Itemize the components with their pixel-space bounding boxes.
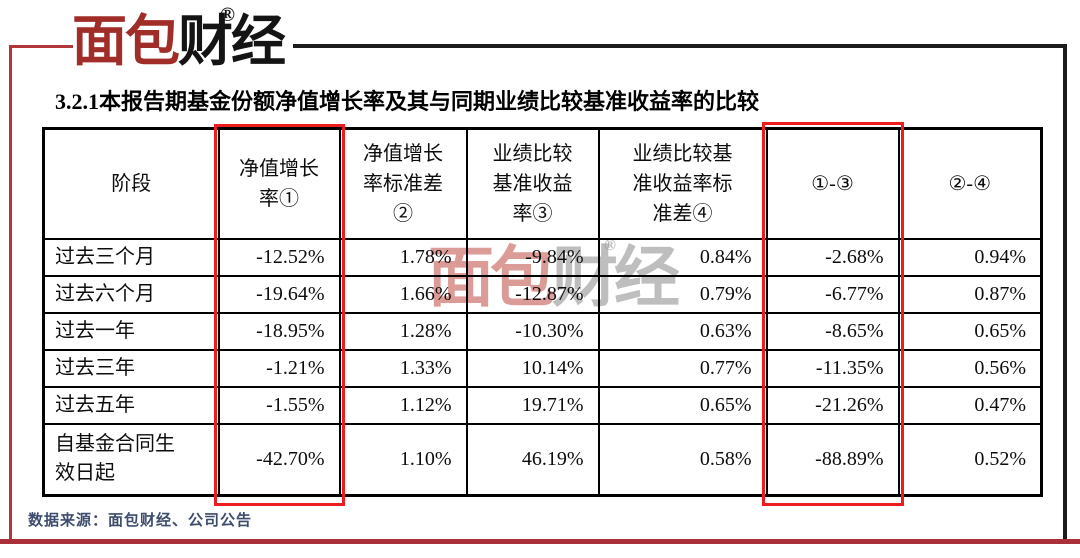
cell-value: -88.89% (765, 422, 900, 497)
frame-black-right-line (1063, 44, 1067, 541)
cell-value: 0.63% (597, 311, 768, 351)
table-row: 自基金合同生效日起 -42.70% 1.10% 46.19% 0.58% -88… (42, 422, 1043, 497)
performance-table: 阶段 净值增长率① 净值增长率标准差② 业绩比较基准收益率③ 业绩比较基准收益率… (42, 127, 1043, 497)
col-header-diff-1-3: ①-③ (765, 127, 900, 240)
table-row: 过去五年 -1.55% 1.12% 19.71% 0.65% -21.26% 0… (42, 385, 1043, 425)
source-note: 数据来源：面包财经、公司公告 (28, 513, 253, 529)
cell-value: 0.77% (597, 348, 768, 388)
logo-text-black: 财经 (178, 11, 286, 72)
cell-value: 10.14% (465, 348, 600, 388)
row-label: 过去三年 (42, 348, 220, 388)
col-header-nav-growth: 净值增长率① (217, 127, 341, 240)
frame-black-top-line (293, 44, 1066, 48)
cell-value: -1.55% (217, 385, 341, 425)
section-title: 3.2.1本报告期基金份额净值增长率及其与同期业绩比较基准收益率的比较 (55, 89, 760, 114)
frame-red-bottom-line (0, 539, 1080, 544)
registered-trademark-icon: ® (220, 4, 235, 26)
cell-value: 1.12% (338, 385, 468, 425)
table-row: 过去一年 -18.95% 1.28% -10.30% 0.63% -8.65% … (42, 311, 1043, 351)
col-header-stage: 阶段 (42, 127, 220, 240)
row-label: 过去一年 (42, 311, 220, 351)
cell-value: 0.52% (897, 422, 1043, 497)
cell-value: -18.95% (217, 311, 341, 351)
table-row: 过去三个月 -12.52% 1.78% -9.84% 0.84% -2.68% … (42, 237, 1043, 277)
frame-red-corner-line (9, 45, 73, 48)
row-label: 过去六个月 (42, 274, 220, 314)
cell-value: -12.87% (465, 274, 600, 314)
cell-value: 1.28% (338, 311, 468, 351)
col-header-diff-2-4: ②-④ (897, 127, 1043, 240)
frame-red-left-line (9, 45, 12, 542)
cell-value: -9.84% (465, 237, 600, 277)
cell-value: 1.10% (338, 422, 468, 497)
cell-value: -11.35% (765, 348, 900, 388)
col-header-benchmark-return: 业绩比较基准收益率③ (465, 127, 600, 240)
cell-value: -42.70% (217, 422, 341, 497)
cell-value: 1.33% (338, 348, 468, 388)
cell-value: 0.58% (597, 422, 768, 497)
cell-value: 1.78% (338, 237, 468, 277)
table-row: 过去三年 -1.21% 1.33% 10.14% 0.77% -11.35% 0… (42, 348, 1043, 388)
cell-value: 1.66% (338, 274, 468, 314)
cell-value: 0.79% (597, 274, 768, 314)
cell-value: -12.52% (217, 237, 341, 277)
cell-value: 19.71% (465, 385, 600, 425)
logo-text-red: 面包 (72, 11, 180, 72)
col-header-benchmark-std: 业绩比较基准收益率标准差④ (597, 127, 768, 240)
cell-value: -6.77% (765, 274, 900, 314)
table-header-row: 阶段 净值增长率① 净值增长率标准差② 业绩比较基准收益率③ 业绩比较基准收益率… (42, 127, 1043, 240)
col-header-nav-growth-std: 净值增长率标准差② (338, 127, 468, 240)
cell-value: 0.56% (897, 348, 1043, 388)
cell-value: -21.26% (765, 385, 900, 425)
cell-value: -19.64% (217, 274, 341, 314)
cell-value: 0.47% (897, 385, 1043, 425)
cell-value: 0.94% (897, 237, 1043, 277)
cell-value: 46.19% (465, 422, 600, 497)
cell-value: -1.21% (217, 348, 341, 388)
cell-value: 0.87% (897, 274, 1043, 314)
table-row: 过去六个月 -19.64% 1.66% -12.87% 0.79% -6.77%… (42, 274, 1043, 314)
brand-logo: 面包财经 ® (72, 5, 286, 76)
row-label: 自基金合同生效日起 (42, 422, 220, 497)
row-label: 过去三个月 (42, 237, 220, 277)
cell-value: -8.65% (765, 311, 900, 351)
cell-value: -10.30% (465, 311, 600, 351)
cell-value: 0.65% (897, 311, 1043, 351)
cell-value: -2.68% (765, 237, 900, 277)
cell-value: 0.84% (597, 237, 768, 277)
row-label: 过去五年 (42, 385, 220, 425)
cell-value: 0.65% (597, 385, 768, 425)
